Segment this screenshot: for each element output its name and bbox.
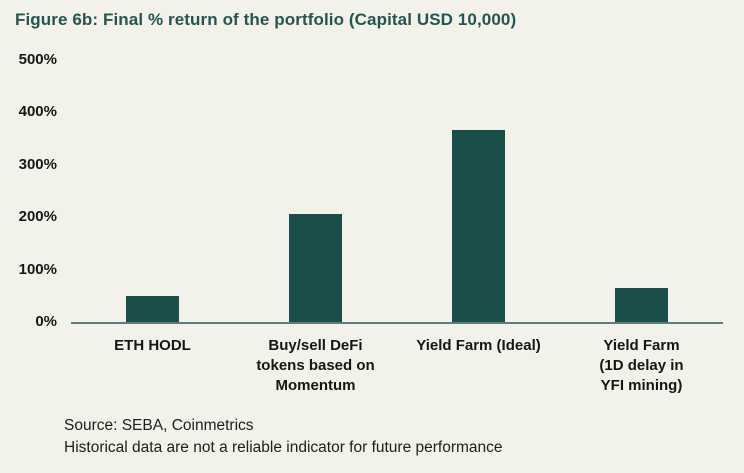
x-axis-category-label: Yield Farm (Ideal) xyxy=(416,337,541,354)
bar xyxy=(289,214,342,322)
y-axis-tick-label: 200% xyxy=(18,208,57,225)
disclaimer-line: Historical data are not a reliable indic… xyxy=(64,438,503,456)
y-axis-tick-label: 400% xyxy=(18,103,57,120)
source-note: Source: SEBA, Coinmetrics Historical dat… xyxy=(64,415,503,458)
x-axis-category-label: Buy/sell DeFi tokens based on Momentum xyxy=(256,337,375,394)
source-line: Source: SEBA, Coinmetrics xyxy=(64,417,254,434)
figure-title: Figure 6b: Final % return of the portfol… xyxy=(15,10,517,29)
y-axis-tick-label: 100% xyxy=(18,260,57,278)
bar xyxy=(452,130,505,322)
x-axis-category-label: Yield Farm (1D delay in YFI mining) xyxy=(599,337,684,394)
y-axis-tick-label: 300% xyxy=(18,155,57,173)
bar xyxy=(615,287,668,322)
bar xyxy=(126,295,179,322)
x-axis-line xyxy=(71,322,723,324)
y-axis-tick-label: 500% xyxy=(18,50,57,68)
x-axis-category-label: ETH HODL xyxy=(114,337,191,354)
y-axis-tick-label: 0% xyxy=(35,313,57,330)
